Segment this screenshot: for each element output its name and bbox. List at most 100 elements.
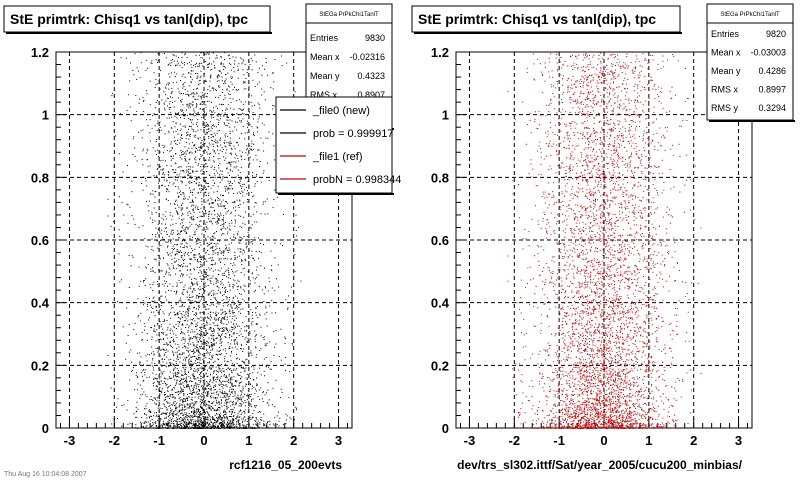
scatter-point: [151, 327, 152, 329]
scatter-point: [251, 196, 253, 198]
scatter-point: [196, 76, 198, 78]
scatter-point: [175, 375, 177, 377]
scatter-point: [230, 63, 232, 65]
scatter-point: [147, 427, 149, 429]
scatter-point: [195, 159, 197, 161]
scatter-point: [249, 383, 251, 385]
scatter-point: [217, 130, 219, 132]
scatter-point: [169, 317, 171, 319]
scatter-point: [192, 392, 194, 394]
scatter-point: [185, 378, 187, 380]
scatter-point: [211, 295, 212, 296]
scatter-point: [232, 201, 234, 203]
scatter-point: [177, 373, 179, 375]
scatter-point: [125, 358, 127, 360]
scatter-point: [242, 289, 244, 291]
scatter-point: [164, 353, 166, 355]
scatter-point: [147, 67, 149, 69]
scatter-point: [230, 262, 232, 264]
scatter-point: [174, 387, 176, 389]
scatter-point: [210, 390, 212, 391]
scatter-point: [234, 271, 236, 273]
scatter-point: [200, 156, 202, 158]
scatter-point: [201, 335, 203, 337]
scatter-point: [163, 91, 165, 93]
scatter-point: [223, 427, 225, 429]
scatter-point: [160, 349, 162, 351]
scatter-point: [204, 419, 206, 421]
scatter-point: [233, 234, 235, 236]
scatter-point: [253, 143, 255, 145]
scatter-point: [272, 72, 274, 74]
scatter-point: [156, 412, 157, 413]
scatter-point: [184, 418, 186, 420]
scatter-point: [231, 148, 233, 150]
scatter-point: [191, 415, 193, 416]
scatter-point: [220, 212, 221, 214]
scatter-point: [194, 416, 195, 417]
scatter-point: [225, 73, 227, 75]
scatter-point: [187, 207, 189, 209]
scatter-point: [188, 325, 190, 327]
scatter-point: [188, 407, 190, 409]
scatter-point: [180, 250, 181, 252]
scatter-point: [211, 344, 213, 346]
scatter-point: [205, 163, 207, 165]
scatter-point: [195, 123, 197, 125]
scatter-point: [220, 205, 222, 207]
scatter-point: [207, 236, 209, 238]
scatter-point: [194, 375, 196, 377]
scatter-point: [187, 424, 189, 426]
scatter-point: [152, 297, 154, 299]
scatter-point: [208, 383, 210, 385]
scatter-point: [252, 243, 253, 245]
scatter-point: [181, 135, 182, 136]
scatter-point: [111, 423, 113, 425]
scatter-point: [223, 233, 225, 235]
scatter-point: [173, 182, 175, 184]
scatter-point: [159, 321, 161, 323]
scatter-point: [294, 91, 296, 93]
scatter-point: [206, 304, 208, 306]
scatter-point: [212, 344, 214, 346]
scatter-point: [143, 281, 144, 283]
scatter-point: [229, 315, 231, 317]
scatter-point: [151, 213, 153, 215]
scatter-point: [204, 355, 206, 357]
scatter-point: [254, 427, 256, 429]
scatter-point: [234, 412, 236, 414]
scatter-point: [263, 244, 264, 245]
scatter-point: [242, 298, 244, 300]
scatter-point: [193, 424, 195, 425]
scatter-point: [179, 427, 181, 429]
scatter-point: [157, 427, 159, 429]
scatter-point: [195, 223, 197, 225]
scatter-point: [133, 328, 135, 330]
scatter-point: [194, 259, 196, 261]
scatter-point: [208, 393, 210, 395]
scatter-point: [217, 375, 219, 377]
scatter-point: [224, 292, 226, 293]
scatter-point: [168, 405, 170, 407]
scatter-point: [249, 156, 251, 158]
scatter-point: [236, 398, 238, 400]
scatter-point: [225, 399, 227, 401]
scatter-point: [154, 87, 156, 88]
scatter-point: [182, 265, 184, 267]
scatter-point: [191, 236, 193, 238]
scatter-point: [195, 424, 197, 426]
scatter-point: [185, 153, 187, 155]
scatter-point: [238, 423, 240, 425]
scatter-point: [132, 153, 134, 155]
scatter-point: [197, 259, 198, 261]
scatter-point: [219, 291, 221, 293]
scatter-point: [235, 418, 237, 419]
scatter-point: [210, 326, 211, 328]
scatter-point: [219, 340, 221, 342]
scatter-point: [194, 207, 196, 209]
scatter-point: [158, 367, 160, 369]
scatter-point: [192, 295, 194, 297]
scatter-point: [234, 327, 236, 329]
scatter-point: [239, 375, 241, 376]
scatter-point: [151, 249, 153, 250]
